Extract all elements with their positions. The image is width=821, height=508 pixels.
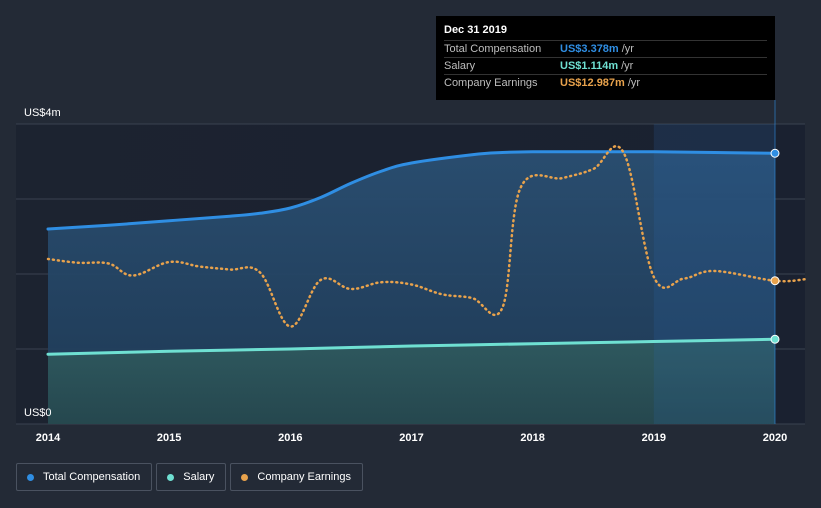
tooltip-unit: /yr — [621, 43, 634, 55]
tooltip-row-total: Total Compensation US$3.378m /yr — [444, 40, 767, 57]
y-tick-label: US$4m — [24, 107, 61, 119]
x-tick-label: 2014 — [36, 432, 61, 444]
tooltip-value: US$3.378m — [560, 43, 619, 55]
legend-dot-icon — [241, 473, 249, 481]
tooltip-label: Total Compensation — [444, 43, 542, 55]
legend-item-total-compensation[interactable]: Total Compensation — [16, 463, 153, 491]
highlight-period — [653, 124, 775, 424]
company-earnings-line — [46, 144, 807, 328]
tooltip-title: Dec 31 2019 — [444, 24, 507, 36]
legend-dot-icon — [27, 473, 34, 481]
total-compensation-line — [46, 150, 777, 231]
y-tick-label: US$0 — [24, 407, 52, 419]
x-tick-label: 2017 — [399, 432, 423, 444]
legend: Total Compensation Salary Company Earnin… — [16, 463, 363, 491]
tooltip-value: US$12.987m — [560, 77, 625, 89]
x-tick-label: 2015 — [157, 432, 181, 444]
legend-item-salary[interactable]: Salary — [156, 463, 227, 491]
tooltip-row-salary: Salary US$1.114m /yr — [444, 57, 767, 74]
x-tick-label: 2018 — [520, 432, 544, 444]
salary-area — [48, 339, 775, 424]
x-tick-label: 2020 — [763, 432, 787, 444]
tooltip-row-earnings: Company Earnings US$12.987m /yr — [444, 74, 767, 91]
tooltip: Dec 31 2019 Total Compensation US$3.378m… — [436, 16, 775, 100]
company-earnings-marker — [770, 276, 780, 286]
legend-item-company-earnings[interactable]: Company Earnings — [230, 463, 363, 491]
x-tick-label: 2019 — [642, 432, 666, 444]
x-tick-label: 2016 — [278, 432, 302, 444]
tooltip-value: US$1.114m — [560, 60, 619, 72]
tooltip-label: Company Earnings — [444, 77, 538, 89]
tooltip-unit: /yr — [621, 60, 634, 72]
legend-label: Salary — [183, 471, 215, 483]
legend-label: Company Earnings — [257, 471, 351, 483]
legend-label: Total Compensation — [43, 471, 141, 483]
total-compensation-marker — [770, 148, 780, 158]
tooltip-unit: /yr — [627, 77, 641, 89]
salary-marker — [770, 334, 780, 344]
salary-line — [46, 337, 777, 356]
legend-dot-icon — [167, 473, 175, 481]
tooltip-label: Salary — [444, 60, 476, 72]
